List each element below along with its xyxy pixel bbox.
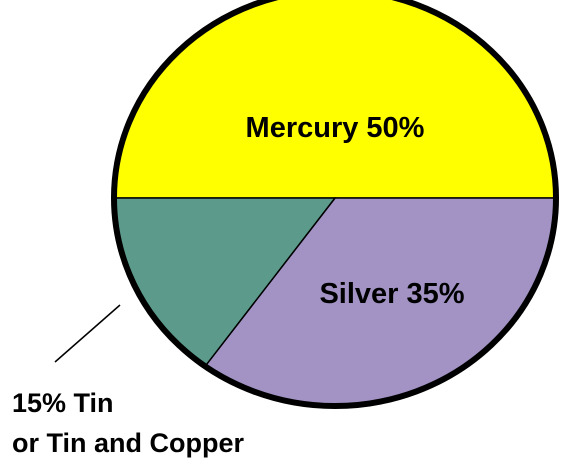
slice-label: 15% Tin <box>12 388 114 418</box>
pie-outline <box>111 0 559 409</box>
slice-label: Silver 35% <box>319 278 464 310</box>
slice-label: Mercury 50% <box>246 112 425 144</box>
pie <box>113 0 557 407</box>
leader-line <box>54 304 121 363</box>
slice-label: or Tin and Copper <box>12 428 244 458</box>
pie-slice <box>113 0 557 199</box>
